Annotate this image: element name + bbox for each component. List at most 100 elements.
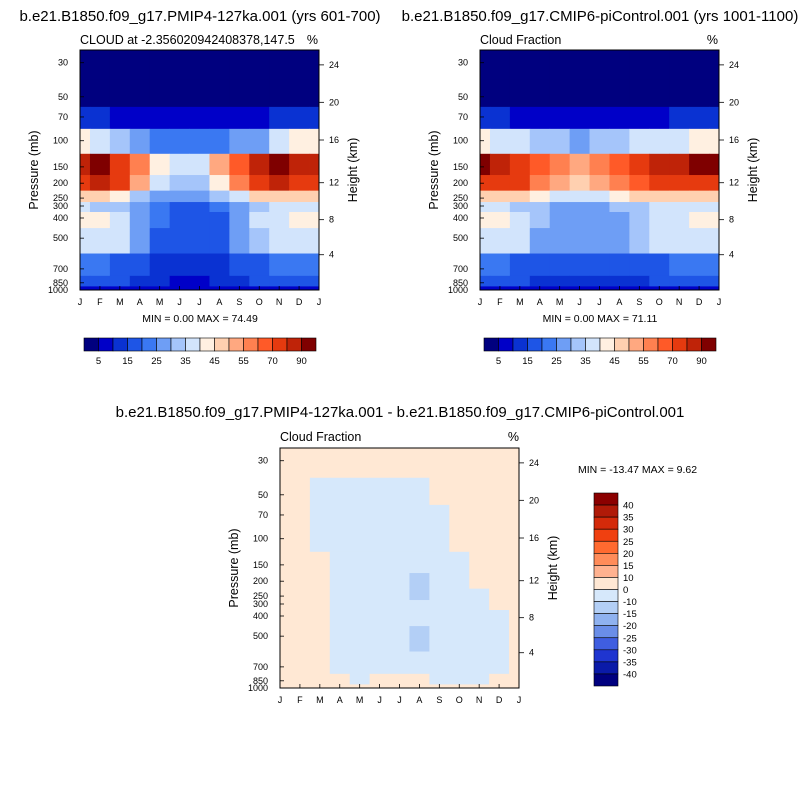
heatmap-cell — [280, 684, 291, 689]
heatmap-cell — [309, 477, 331, 506]
heatmap-cell — [489, 651, 510, 675]
heatmap-cell — [689, 153, 710, 176]
heatmap-cell — [249, 50, 270, 81]
heatmap-cell — [529, 128, 551, 155]
heatmap-cell — [329, 526, 351, 553]
colorbar-swatch — [593, 528, 619, 542]
colorbar-swatch — [156, 337, 172, 352]
heatmap-cell — [689, 190, 710, 203]
heatmap-cell — [369, 477, 390, 506]
heatmap-cell — [309, 448, 331, 479]
heatmap-cell — [280, 526, 291, 553]
heatmap-cell — [309, 588, 331, 601]
heatmap-cell — [109, 202, 131, 213]
colorbar-swatch — [498, 337, 514, 352]
heatmap-cell — [249, 253, 270, 277]
heatmap-cell — [509, 504, 520, 528]
heatmap-cell — [329, 651, 351, 675]
y-tick-label: 70 — [58, 112, 68, 122]
heatmap-cell — [249, 190, 270, 203]
heatmap-cell — [269, 79, 290, 108]
heatmap-cell — [289, 477, 311, 506]
colorbar-swatch — [541, 337, 557, 352]
y-tick-label: 700 — [453, 264, 468, 274]
heatmap-cell — [529, 50, 551, 81]
heatmap-cell — [269, 153, 290, 176]
heatmap-cell — [329, 610, 351, 627]
heatmap-cell — [509, 651, 520, 675]
heatmap-cell — [269, 106, 290, 130]
y-tick-label: 250 — [253, 591, 268, 601]
colorbar-swatch — [593, 613, 619, 626]
heatmap-cell — [449, 600, 470, 611]
x-tick-label: O — [456, 695, 463, 705]
colorbar-label: 5 — [496, 356, 501, 367]
heatmap-cell — [269, 175, 290, 192]
heatmap-cell — [80, 286, 91, 291]
heatmap-cell — [249, 228, 270, 254]
heatmap-cell — [489, 128, 511, 155]
heatmap-cell — [569, 175, 590, 192]
heatmap-cell — [169, 228, 190, 254]
heatmap-cell — [629, 128, 650, 155]
x-tick-label: F — [297, 695, 303, 705]
heatmap-cell — [449, 477, 470, 506]
heatmap-cell — [89, 228, 111, 254]
heatmap-cell — [209, 106, 230, 130]
heatmap-cell — [609, 79, 630, 108]
heatmap-cell — [309, 626, 331, 652]
heatmap-cell — [489, 212, 511, 229]
y-tick-label: 500 — [53, 233, 68, 243]
y-tick-label: 1000 — [448, 285, 468, 295]
heatmap-cell — [649, 153, 670, 176]
colorbar-swatch — [593, 504, 619, 518]
heatmap-cell — [529, 190, 551, 203]
heatmap-cell — [89, 190, 111, 203]
heatmap-cell — [689, 175, 710, 192]
x-tick-label: M — [356, 695, 364, 705]
heatmap-cell — [280, 651, 291, 675]
heatmap-cell — [329, 551, 351, 574]
y-tick-label: 30 — [258, 456, 268, 466]
colorbar-label: 30 — [623, 525, 634, 536]
colorbar-swatch — [243, 337, 259, 352]
panel-subtitle-right: % — [307, 33, 318, 47]
heatmap-cell — [609, 212, 630, 229]
heatmap-cell — [309, 128, 320, 155]
colorbar-label: 0 — [623, 585, 628, 596]
y-tick-label: 250 — [53, 193, 68, 203]
heatmap-cell — [149, 106, 171, 130]
heatmap-cell — [80, 190, 91, 203]
heatmap-cell — [449, 588, 470, 601]
heatmap-cell — [289, 526, 311, 553]
heatmap-cell — [709, 212, 720, 229]
y-right-tick-label: 16 — [729, 135, 739, 145]
heatmap-cell — [109, 228, 131, 254]
colorbar-swatch — [686, 337, 702, 352]
heatmap-cell — [480, 212, 491, 229]
colorbar-labels: 5 15 25 35 45 55 70 90 — [496, 356, 707, 367]
heatmap-cell — [589, 153, 610, 176]
heatmap-cell — [229, 128, 250, 155]
heatmap-cell — [389, 588, 410, 601]
colorbar-swatch — [593, 565, 619, 578]
heatmap-cell — [189, 79, 210, 108]
heatmap-cell — [669, 253, 690, 277]
heatmap-cell — [480, 79, 491, 108]
x-tick-label: N — [676, 297, 683, 307]
y-axis-label: Pressure (mb) — [27, 130, 41, 209]
panel-title: b.e21.B1850.f09_g17.CMIP6-piControl.001 … — [402, 8, 799, 25]
y-tick-label: 500 — [253, 631, 268, 641]
x-tick-label: J — [478, 297, 483, 307]
heatmap-cell — [189, 228, 210, 254]
x-tick-label: F — [97, 297, 103, 307]
heatmap-cell — [429, 600, 450, 611]
y-tick-label: 300 — [53, 201, 68, 211]
heatmap-cell — [229, 153, 250, 176]
heatmap-cell — [609, 202, 630, 213]
heatmap-cell — [549, 79, 571, 108]
heatmap-cell — [109, 50, 131, 81]
x-tick-label: A — [616, 297, 622, 307]
colorbar-label: 70 — [267, 356, 278, 367]
